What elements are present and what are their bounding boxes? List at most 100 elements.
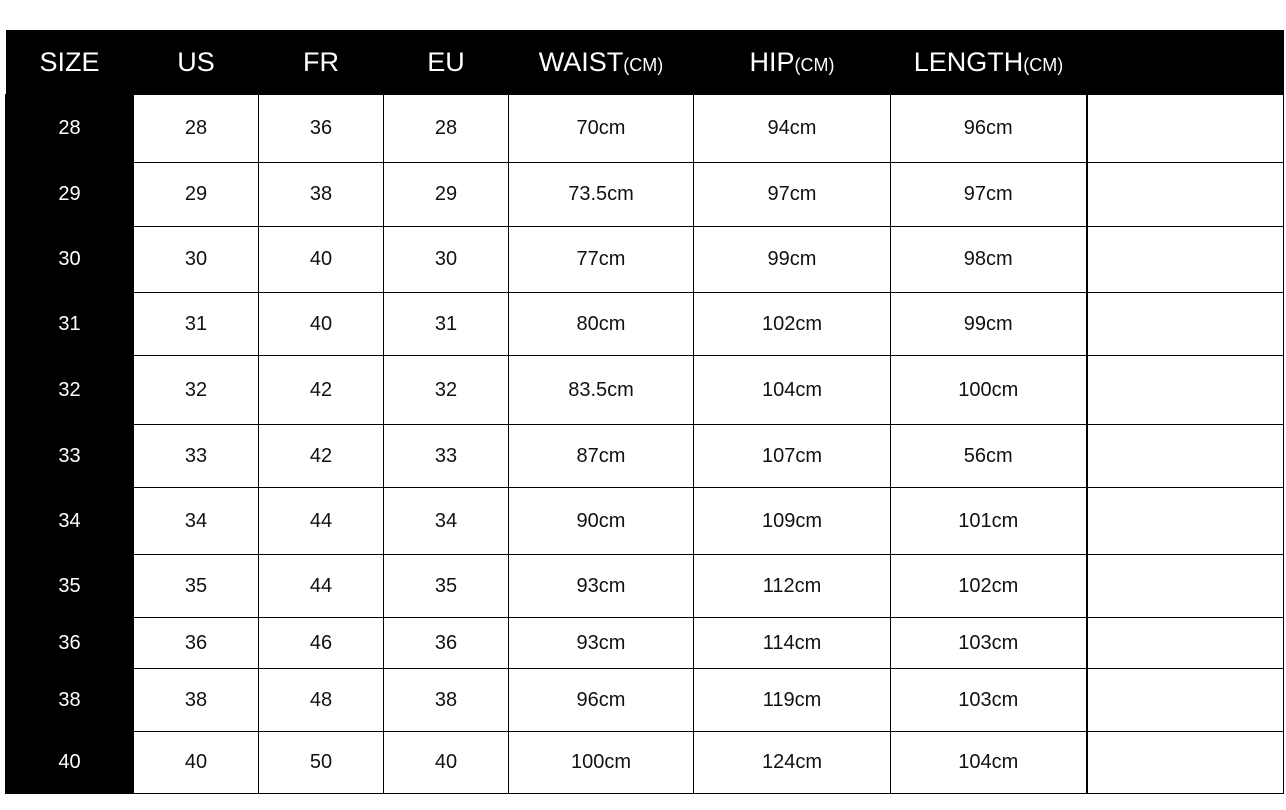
table-row: 40 40 50 40 100cm 124cm 104cm — [5, 731, 1284, 794]
cell-waist: 96cm — [508, 668, 694, 732]
cell-us: 35 — [133, 554, 259, 618]
header-label: WAIST — [538, 46, 624, 77]
cell-waist: 93cm — [508, 554, 694, 618]
cell-eu: 35 — [383, 554, 509, 618]
cell-hip: 107cm — [693, 424, 891, 488]
table-row: 36 36 46 36 93cm 114cm 103cm — [5, 617, 1284, 669]
cell-us: 32 — [133, 355, 259, 425]
cell-eu: 31 — [383, 292, 509, 356]
cell-length: 96cm — [890, 94, 1087, 163]
cell-extra — [1085, 617, 1284, 669]
cell-extra — [1085, 162, 1284, 227]
cell-extra — [1085, 731, 1284, 794]
cell-size: 28 — [5, 94, 134, 163]
cell-waist: 73.5cm — [508, 162, 694, 227]
cell-waist: 93cm — [508, 617, 694, 669]
cell-fr: 38 — [258, 162, 384, 227]
cell-hip: 109cm — [693, 487, 891, 555]
cell-size: 36 — [5, 617, 134, 669]
header-label: EU — [427, 46, 465, 77]
table-row: 28 28 36 28 70cm 94cm 96cm — [5, 94, 1284, 163]
cell-us: 30 — [133, 226, 259, 293]
cell-us: 28 — [133, 94, 259, 163]
cell-length: 102cm — [890, 554, 1087, 618]
header-length: LENGTH(CM) — [890, 30, 1087, 95]
cell-size: 40 — [5, 731, 134, 794]
cell-eu: 34 — [383, 487, 509, 555]
cell-waist: 70cm — [508, 94, 694, 163]
cell-us: 40 — [133, 731, 259, 794]
cell-eu: 40 — [383, 731, 509, 794]
cell-extra — [1085, 487, 1284, 555]
cell-extra — [1085, 355, 1284, 425]
cell-length: 103cm — [890, 668, 1087, 732]
cell-us: 38 — [133, 668, 259, 732]
cell-hip: 119cm — [693, 668, 891, 732]
cell-hip: 97cm — [693, 162, 891, 227]
cell-fr: 50 — [258, 731, 384, 794]
cell-size: 31 — [5, 292, 134, 356]
size-chart-table: SIZE US FR EU WAIST(CM) HIP(CM) LENGTH(CM) 28 2… — [5, 30, 1284, 794]
cell-extra — [1085, 668, 1284, 732]
cell-eu: 28 — [383, 94, 509, 163]
cell-waist: 90cm — [508, 487, 694, 555]
table-row: 35 35 44 35 93cm 112cm 102cm — [5, 554, 1284, 618]
cell-hip: 124cm — [693, 731, 891, 794]
cell-eu: 32 — [383, 355, 509, 425]
header-label: LENGTH — [913, 46, 1024, 77]
cell-eu: 38 — [383, 668, 509, 732]
cell-length: 98cm — [890, 226, 1087, 293]
header-label: FR — [303, 46, 339, 77]
cell-size: 35 — [5, 554, 134, 618]
cell-fr: 44 — [258, 487, 384, 555]
cell-extra — [1085, 554, 1284, 618]
table-row: 32 32 42 32 83.5cm 104cm 100cm — [5, 355, 1284, 425]
table-row: 30 30 40 30 77cm 99cm 98cm — [5, 226, 1284, 293]
cell-us: 29 — [133, 162, 259, 227]
table-row: 33 33 42 33 87cm 107cm 56cm — [5, 424, 1284, 488]
cell-eu: 33 — [383, 424, 509, 488]
cell-fr: 40 — [258, 292, 384, 356]
cell-hip: 112cm — [693, 554, 891, 618]
cell-size: 30 — [5, 226, 134, 293]
header-label: HIP — [749, 46, 795, 77]
header-unit: (CM) — [623, 54, 664, 75]
cell-size: 33 — [5, 424, 134, 488]
cell-eu: 36 — [383, 617, 509, 669]
header-size: SIZE — [5, 30, 134, 95]
cell-size: 32 — [5, 355, 134, 425]
cell-waist: 87cm — [508, 424, 694, 488]
cell-us: 34 — [133, 487, 259, 555]
header-unit: (CM) — [1023, 54, 1064, 75]
header-extra — [1086, 30, 1284, 95]
cell-us: 36 — [133, 617, 259, 669]
cell-hip: 104cm — [693, 355, 891, 425]
cell-fr: 40 — [258, 226, 384, 293]
table-row: 29 29 38 29 73.5cm 97cm 97cm — [5, 162, 1284, 227]
header-eu: EU — [383, 30, 509, 95]
header-label: US — [177, 46, 215, 77]
header-unit: (CM) — [794, 54, 835, 75]
cell-size: 29 — [5, 162, 134, 227]
cell-hip: 114cm — [693, 617, 891, 669]
header-fr: FR — [258, 30, 384, 95]
header-hip: HIP(CM) — [693, 30, 891, 95]
cell-waist: 77cm — [508, 226, 694, 293]
table-row: 34 34 44 34 90cm 109cm 101cm — [5, 487, 1284, 555]
cell-length: 103cm — [890, 617, 1087, 669]
cell-eu: 29 — [383, 162, 509, 227]
cell-waist: 83.5cm — [508, 355, 694, 425]
cell-fr: 42 — [258, 424, 384, 488]
cell-extra — [1085, 424, 1284, 488]
cell-hip: 99cm — [693, 226, 891, 293]
header-row: SIZE US FR EU WAIST(CM) HIP(CM) LENGTH(CM) — [5, 30, 1284, 95]
cell-size: 34 — [5, 487, 134, 555]
cell-fr: 44 — [258, 554, 384, 618]
cell-fr: 46 — [258, 617, 384, 669]
table-row: 31 31 40 31 80cm 102cm 99cm — [5, 292, 1284, 356]
cell-fr: 36 — [258, 94, 384, 163]
cell-fr: 42 — [258, 355, 384, 425]
cell-length: 104cm — [890, 731, 1087, 794]
cell-size: 38 — [5, 668, 134, 732]
table-row: 38 38 48 38 96cm 119cm 103cm — [5, 668, 1284, 732]
